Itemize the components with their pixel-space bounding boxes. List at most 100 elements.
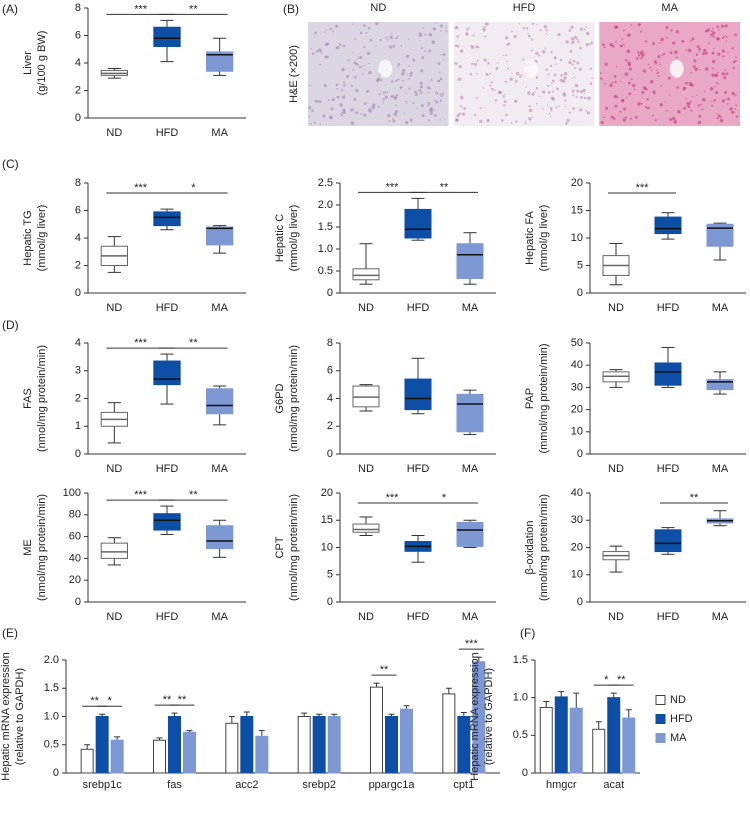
tissue-texture — [503, 100, 507, 104]
tissue-texture — [649, 66, 652, 69]
tissue-texture — [384, 95, 388, 99]
tissue-texture — [432, 27, 436, 31]
image-label: HFD — [513, 2, 536, 14]
tissue-texture — [408, 65, 411, 68]
tissue-texture — [724, 69, 727, 72]
tissue-texture — [682, 40, 685, 43]
tissue-texture — [507, 67, 510, 70]
tissue-texture — [732, 66, 735, 70]
tissue-texture — [356, 62, 359, 65]
significance-label: ** — [178, 694, 187, 706]
box — [206, 525, 234, 550]
y-tick-label: 10 — [571, 569, 583, 581]
tissue-texture — [347, 59, 350, 62]
tissue-texture — [369, 110, 372, 113]
tissue-texture — [632, 83, 636, 87]
y-tick-label: 2 — [75, 392, 81, 404]
tissue-texture — [318, 99, 322, 104]
tissue-texture — [716, 37, 720, 41]
y-axis-label: Hepatic FA — [524, 210, 536, 264]
y-tick-label: 40 — [69, 552, 81, 564]
tissue-texture — [322, 114, 326, 118]
tissue-texture — [644, 87, 648, 91]
tissue-texture — [734, 94, 737, 97]
tissue-texture — [721, 49, 725, 53]
tissue-texture — [506, 60, 508, 62]
x-tick-label: HFD — [156, 611, 179, 623]
tissue-texture — [375, 22, 379, 26]
tissue-texture — [509, 77, 513, 81]
tissue-texture — [510, 30, 513, 33]
tissue-texture — [572, 60, 576, 63]
y-axis-label: ME — [22, 539, 34, 556]
tissue-texture — [700, 103, 702, 106]
tissue-texture — [528, 105, 531, 108]
y-axis-label: (relative to GAPDH) — [14, 668, 26, 765]
tissue-texture — [366, 90, 370, 94]
tissue-texture — [551, 82, 553, 84]
x-tick-label: ND — [106, 127, 122, 139]
image-label: MA — [661, 2, 678, 14]
tissue-texture — [504, 36, 509, 40]
significance-label: *** — [134, 182, 148, 194]
tissue-texture — [524, 122, 527, 125]
y-tick-label: 1.0 — [513, 692, 528, 704]
tissue-texture — [407, 73, 409, 75]
tissue-texture — [731, 47, 734, 50]
significance-label: ** — [189, 337, 198, 349]
tissue-texture — [320, 51, 323, 54]
y-axis-label: (mmol/mg protein/min) — [538, 343, 550, 453]
tissue-texture — [335, 83, 339, 87]
tissue-texture — [654, 62, 658, 65]
tissue-texture — [654, 119, 657, 122]
x-tick-label: ND — [106, 611, 122, 623]
tissue-texture — [547, 90, 551, 94]
tissue-texture — [724, 90, 728, 94]
tissue-texture — [566, 118, 570, 122]
tissue-texture — [445, 30, 448, 33]
box — [654, 529, 682, 553]
tissue-texture — [422, 26, 425, 29]
tissue-texture — [314, 100, 317, 103]
tissue-texture — [395, 79, 398, 82]
tissue-texture — [723, 76, 727, 80]
legend-label: MA — [670, 732, 687, 744]
tissue-texture — [527, 91, 531, 95]
tissue-texture — [395, 36, 398, 40]
tissue-texture — [387, 38, 389, 41]
tissue-texture — [637, 23, 641, 27]
tissue-texture — [690, 83, 694, 87]
y-axis-label: (nmol/mg protein/min) — [288, 494, 300, 601]
tissue-texture — [583, 96, 587, 100]
tissue-texture — [549, 116, 552, 118]
y-tick-label: 0 — [75, 448, 81, 460]
tissue-texture — [485, 73, 489, 77]
bar — [400, 708, 413, 774]
significance-label: *** — [465, 638, 479, 650]
tissue-texture — [694, 67, 698, 71]
tissue-texture — [556, 87, 559, 90]
y-tick-label: 2.0 — [44, 654, 59, 666]
tissue-texture — [705, 67, 709, 71]
tissue-texture — [570, 58, 572, 60]
tissue-texture — [419, 85, 423, 89]
tissue-texture — [729, 107, 733, 111]
tissue-texture — [578, 67, 582, 71]
tissue-texture — [712, 59, 716, 64]
y-tick-label: 2.5 — [318, 177, 333, 189]
tissue-texture — [636, 51, 640, 54]
tissue-texture — [726, 102, 729, 105]
tissue-texture — [475, 97, 478, 100]
y-tick-label: 15 — [321, 514, 333, 526]
tissue-texture — [633, 88, 636, 91]
y-tick-label: 1 — [75, 420, 81, 432]
tissue-texture — [331, 98, 335, 102]
tissue-texture — [697, 104, 700, 107]
tissue-texture — [547, 73, 550, 76]
tissue-texture — [382, 91, 386, 94]
tissue-texture — [343, 84, 346, 87]
tissue-texture — [531, 92, 535, 96]
x-tick-label: MA — [712, 463, 729, 475]
tissue-texture — [501, 119, 504, 122]
tissue-texture — [439, 24, 444, 28]
